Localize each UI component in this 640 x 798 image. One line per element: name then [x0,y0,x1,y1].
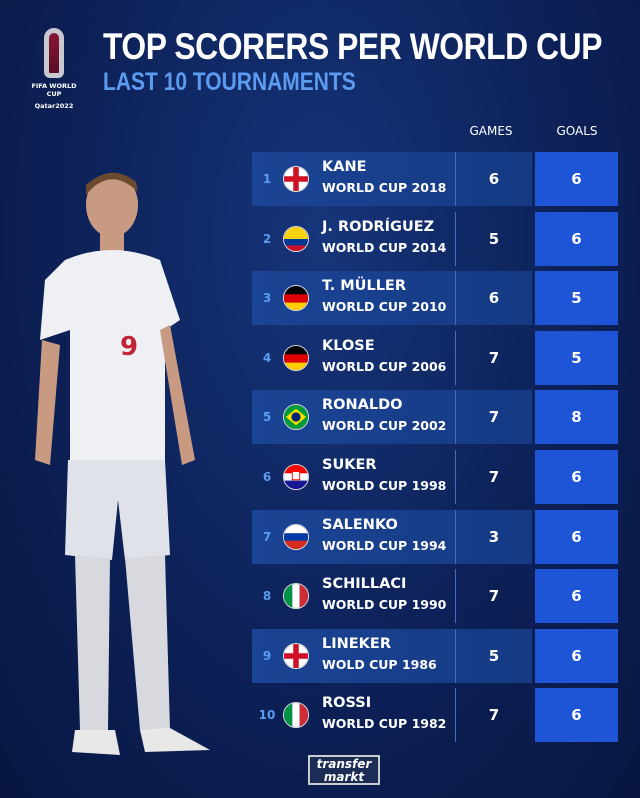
goals-value: 6 [535,450,618,504]
rank: 5 [262,410,272,425]
world-cup-year: WORLD CUP 2002 [322,418,447,434]
rank: 1 [262,172,272,186]
games-header: GAMES [469,124,513,138]
goals-value: 5 [535,330,618,385]
goals-value: 6 [535,688,618,743]
table-row: 9 LINEKER WOLD CUP 1986 5 6 [252,628,618,683]
table-row: 5 RONALDO WORLD CUP 2002 7 8 [252,390,618,445]
world-cup-year: WORLD CUP 1990 [322,597,447,613]
italy-flag-icon [283,583,309,610]
page-subtitle: LAST 10 TOURNAMENTS [103,68,356,96]
column-divider [455,330,456,385]
italy-flag-icon [283,702,309,729]
rank: 2 [262,231,272,246]
goals-value: 6 [535,211,618,266]
column-divider [455,688,456,743]
rank: 3 [262,291,272,306]
column-divider [455,271,456,326]
player-name: RONALDO [322,397,403,414]
games-value: 7 [488,408,500,427]
goals-value: 6 [535,628,618,683]
column-divider [455,211,456,266]
table-row: 4 KLOSE WORLD CUP 2006 7 5 [252,330,618,385]
fifa-world-cup-logo: FIFA WORLD CUP Qatar2022 [24,28,84,110]
rank: 4 [262,350,272,365]
column-divider [455,152,456,206]
goals-value: 6 [535,152,618,206]
rank: 9 [262,648,272,663]
world-cup-year: WORLD CUP 2014 [322,239,447,255]
player-name: KLOSE [322,337,375,354]
table-row: 10 ROSSI WORLD CUP 1982 7 6 [252,688,618,743]
games-value: 6 [488,170,500,188]
brand-line1: transfer [316,757,372,771]
table-row: 3 T. MÜLLER WORLD CUP 2010 6 5 [252,271,618,326]
rank: 10 [258,708,276,723]
column-divider [455,569,456,624]
brand-line2: markt [323,770,365,784]
goals-value: 8 [535,390,618,445]
world-cup-year: WORLD CUP 2010 [322,299,447,315]
page-title: TOP SCORERS PER WORLD CUP [103,26,603,67]
england-flag-icon [283,642,309,669]
games-value: 3 [488,527,500,546]
table-row: 1 KANE WORLD CUP 2018 6 6 [252,152,618,206]
table-row: 6 SUKER WORLD CUP 1998 7 6 [252,450,618,504]
russia-flag-icon [283,523,309,550]
transfermarkt-logo: transfer markt [308,755,380,785]
games-value: 7 [488,468,500,486]
player-name: J. RODRÍGUEZ [322,218,435,235]
goals-value: 5 [535,271,618,326]
rank: 6 [262,470,272,484]
world-cup-year: WORLD CUP 2006 [322,358,447,374]
player-name: KANE [322,159,367,175]
rank: 7 [262,529,272,544]
shirt-number: 9 [120,332,138,362]
goals-value: 6 [535,569,618,624]
games-value: 5 [488,646,500,665]
table-row: 2 J. RODRÍGUEZ WORLD CUP 2014 5 6 [252,211,618,266]
player-name: SALENKO [322,516,398,533]
england-flag-icon [283,166,309,192]
logo-text-year: Qatar2022 [34,102,74,110]
germany-flag-icon [283,285,309,312]
column-divider [455,509,456,564]
world-cup-year: WORLD CUP 1998 [322,478,447,493]
table-row: 8 SCHILLACI WORLD CUP 1990 7 6 [252,569,618,624]
goals-header: GOALS [556,124,598,138]
world-cup-year: WOLD CUP 1986 [322,656,437,672]
player-name: T. MÜLLER [322,278,406,295]
player-name: LINEKER [322,635,391,652]
column-divider [455,628,456,683]
trophy-icon [44,28,64,78]
column-divider [455,390,456,445]
player-name: SCHILLACI [322,576,407,593]
brazil-flag-icon [283,404,309,431]
column-divider [455,450,456,504]
rank: 8 [262,589,272,604]
player-name: ROSSI [322,695,372,712]
world-cup-year: WORLD CUP 1994 [322,537,447,553]
world-cup-year: WORLD CUP 2018 [322,180,447,195]
logo-text: FIFA WORLD CUP [31,82,77,98]
player-name: SUKER [322,457,377,473]
table-row: 7 SALENKO WORLD CUP 1994 3 6 [252,509,618,564]
player-photo: 9 [35,172,210,755]
colombia-flag-icon [283,225,309,252]
goals-value: 6 [535,509,618,564]
world-cup-year: WORLD CUP 1982 [322,716,447,732]
games-value: 7 [488,706,500,725]
games-value: 6 [488,289,500,308]
games-value: 7 [488,348,500,367]
games-value: 7 [488,587,500,606]
croatia-flag-icon [283,464,309,490]
germany-flag-icon [283,344,309,371]
games-value: 5 [488,229,500,248]
